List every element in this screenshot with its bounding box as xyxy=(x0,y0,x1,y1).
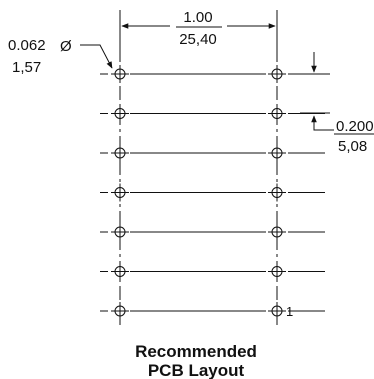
spacing-inch-label: 0.200 xyxy=(336,118,374,135)
diameter-leader-line xyxy=(80,44,113,69)
hole-rows xyxy=(100,65,325,325)
diameter-symbol: Ø xyxy=(60,38,72,55)
pin1-label: 1 xyxy=(286,304,293,319)
title-line-1: Recommended xyxy=(135,342,257,361)
diameter-mm-label: 1,57 xyxy=(12,59,41,76)
spacing-arrow-bottom xyxy=(311,115,334,131)
width-inch-label: 1.00 xyxy=(183,9,212,26)
diameter-inch-label: 0.062 xyxy=(8,37,46,54)
spacing-mm-label: 5,08 xyxy=(338,138,367,155)
title-line-2: PCB Layout xyxy=(148,361,245,379)
width-mm-label: 25,40 xyxy=(179,31,217,48)
